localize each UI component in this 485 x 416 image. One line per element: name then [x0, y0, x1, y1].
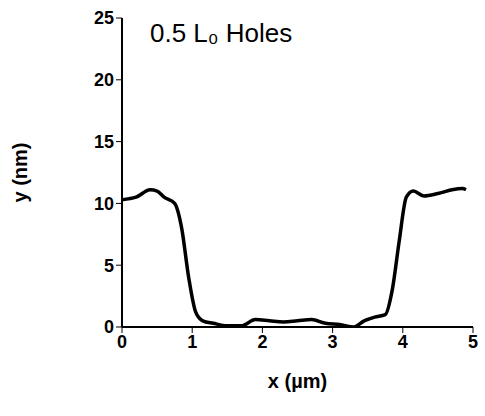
svg-text:0: 0 [104, 317, 114, 337]
svg-text:15: 15 [94, 132, 114, 152]
html-text:0.5 L₀ Holes: 0.5 L₀ Holes [150, 18, 293, 48]
svg-text:25: 25 [94, 8, 114, 28]
svg-text:2: 2 [257, 332, 267, 352]
svg-text:1: 1 [187, 332, 197, 352]
svg-text:4: 4 [398, 332, 408, 352]
svg-text:y (nm): y (nm) [9, 143, 31, 203]
svg-text:20: 20 [94, 70, 114, 90]
svg-text:3: 3 [328, 332, 338, 352]
svg-text:0: 0 [117, 332, 127, 352]
svg-text:5: 5 [104, 256, 114, 276]
svg-text:10: 10 [94, 194, 114, 214]
svg-text:5: 5 [468, 332, 478, 352]
svg-text:x (µm): x (µm) [268, 370, 327, 392]
